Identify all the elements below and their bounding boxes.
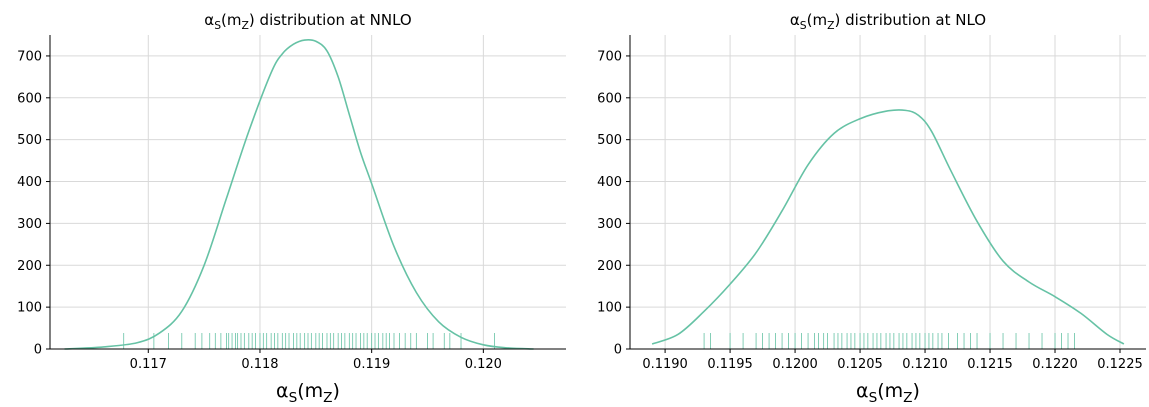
y-tick-label: 300 bbox=[597, 217, 622, 232]
x-tick-label: 0.118 bbox=[241, 357, 278, 372]
y-tick-label: 200 bbox=[597, 259, 622, 274]
nnlo-panel: 0.117 0.118 0.119 0.120 0 100 200 300 400 500 600… bbox=[17, 11, 566, 406]
x-tick-label: 0.1220 bbox=[1032, 357, 1078, 372]
x-tick-label: 0.117 bbox=[130, 357, 167, 372]
nlo-panel: 0.1190 0.1195 0.1200 0.1205 0.1210 0.1215 0.12… bbox=[597, 11, 1146, 406]
y-tick-label: 200 bbox=[17, 259, 42, 274]
density-curve bbox=[64, 38, 534, 350]
x-tick-label: 0.120 bbox=[465, 357, 502, 372]
y-tick-label: 500 bbox=[597, 133, 622, 148]
y-tick-label: 100 bbox=[17, 301, 42, 316]
y-tick-label: 600 bbox=[17, 91, 42, 106]
axes bbox=[49, 35, 566, 350]
y-tick-label: 400 bbox=[17, 175, 42, 190]
rug-plot bbox=[703, 333, 1075, 349]
y-tick-label: 0 bbox=[614, 343, 622, 358]
y-tick-label: 700 bbox=[17, 49, 42, 64]
x-axis-label: αS(mZ) bbox=[276, 380, 340, 406]
chart-title: αS(mZ) distribution at NLO bbox=[790, 11, 986, 32]
rug-plot bbox=[123, 333, 495, 349]
x-tick-label: 0.119 bbox=[353, 357, 390, 372]
y-tick-label: 500 bbox=[17, 133, 42, 148]
y-tick-label: 700 bbox=[597, 49, 622, 64]
y-tick-label: 300 bbox=[17, 217, 42, 232]
x-ticks: 0.117 0.118 0.119 0.120 bbox=[130, 349, 502, 372]
x-tick-label: 0.1210 bbox=[902, 357, 948, 372]
x-tick-label: 0.1200 bbox=[772, 357, 818, 372]
y-tick-label: 100 bbox=[597, 301, 622, 316]
chart-title: αS(mZ) distribution at NNLO bbox=[204, 11, 411, 32]
x-tick-label: 0.1195 bbox=[707, 357, 753, 372]
axes bbox=[629, 35, 1146, 350]
grid bbox=[630, 35, 1146, 349]
y-ticks: 0 100 200 300 400 500 600 700 bbox=[597, 49, 630, 358]
x-tick-label: 0.1215 bbox=[967, 357, 1013, 372]
y-tick-label: 600 bbox=[597, 91, 622, 106]
y-tick-label: 0 bbox=[34, 343, 42, 358]
x-tick-label: 0.1205 bbox=[837, 357, 883, 372]
x-tick-label: 0.1225 bbox=[1097, 357, 1143, 372]
grid bbox=[50, 35, 566, 349]
y-tick-label: 400 bbox=[597, 175, 622, 190]
x-ticks: 0.1190 0.1195 0.1200 0.1205 0.1210 0.1215 0.12… bbox=[642, 349, 1143, 372]
x-axis-label: αS(mZ) bbox=[856, 380, 920, 406]
density-curve bbox=[651, 109, 1125, 345]
x-tick-label: 0.1190 bbox=[642, 357, 688, 372]
y-ticks: 0 100 200 300 400 500 600 700 bbox=[17, 49, 50, 358]
